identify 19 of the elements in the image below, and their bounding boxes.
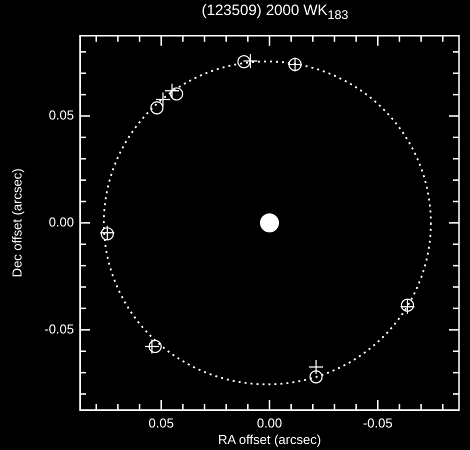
y-tick-label: 0.05 (48, 108, 74, 123)
x-tick-label: -0.05 (362, 415, 393, 430)
y-tick-label: 0.00 (48, 214, 74, 230)
point (164, 83, 180, 98)
point (309, 370, 323, 384)
point (308, 359, 324, 375)
chart-title: (123509) 2000 WK$_{183}$ (200, 1, 350, 22)
point (170, 87, 184, 101)
point (150, 101, 164, 114)
y-tick-label: -0.05 (44, 321, 74, 336)
point (155, 92, 171, 108)
x-axis-title: RA offset (arcsec) (218, 432, 322, 447)
point (242, 53, 258, 69)
point (148, 340, 162, 354)
x-tick-label: 0.05 (148, 415, 174, 430)
x-tick-label: 0.00 (256, 415, 282, 430)
y-axis-title: Dec offset (arcsec) (9, 168, 24, 278)
point (144, 338, 160, 354)
point (237, 55, 251, 68)
